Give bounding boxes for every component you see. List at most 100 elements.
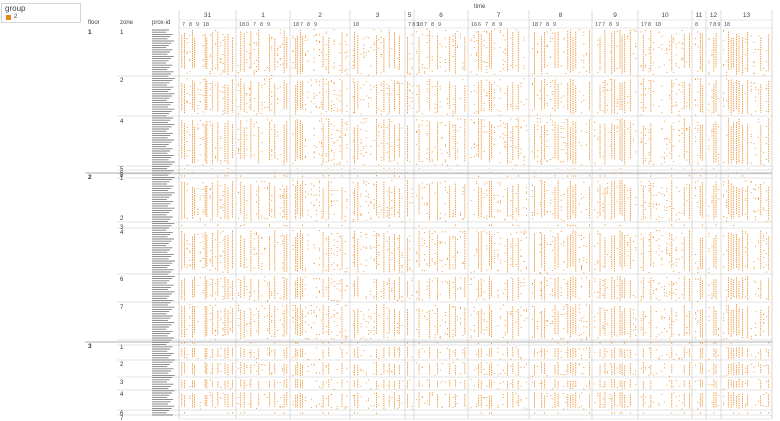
activity-mark [319, 290, 320, 292]
activity-mark [310, 216, 312, 218]
activity-mark [346, 147, 348, 149]
activity-mark [627, 189, 629, 191]
activity-mark [279, 45, 281, 47]
activity-mark [526, 98, 527, 100]
activity-mark [510, 264, 512, 266]
activity-mark [510, 243, 512, 245]
activity-mark [229, 327, 231, 329]
activity-mark [675, 293, 677, 295]
activity-mark [546, 210, 548, 212]
activity-mark [380, 159, 382, 161]
activity-mark [686, 151, 688, 153]
activity-mark [346, 267, 348, 269]
activity-mark [315, 199, 317, 201]
activity-mark [439, 182, 441, 184]
activity-mark [515, 105, 517, 107]
activity-mark [597, 139, 599, 141]
activity-mark [546, 392, 548, 394]
activity-mark [253, 70, 255, 72]
activity-mark [246, 94, 248, 96]
activity-mark [750, 85, 752, 87]
activity-mark [426, 281, 428, 283]
activity-mark [473, 37, 475, 39]
activity-mark [606, 351, 608, 353]
activity-mark [202, 79, 204, 81]
activity-mark [493, 257, 495, 259]
activity-mark [249, 94, 251, 96]
activity-mark [546, 211, 548, 213]
activity-mark [758, 198, 759, 200]
activity-mark [439, 88, 441, 90]
activity-mark [344, 240, 346, 242]
activity-mark [758, 288, 759, 289]
activity-mark [585, 385, 587, 387]
activity-mark [386, 113, 388, 115]
activity-mark [238, 308, 239, 309]
activity-mark [750, 181, 752, 183]
activity-mark [365, 234, 367, 236]
activity-mark [583, 388, 585, 390]
activity-mark [238, 113, 239, 115]
activity-mark [578, 203, 580, 205]
activity-mark [397, 327, 399, 329]
activity-mark [758, 362, 759, 364]
activity-mark [550, 29, 552, 31]
activity-mark [616, 126, 618, 128]
activity-mark [307, 313, 309, 315]
activity-mark [336, 334, 338, 336]
activity-mark [344, 220, 346, 221]
activity-mark [373, 231, 375, 232]
activity-mark [648, 239, 650, 240]
activity-mark [336, 325, 338, 327]
activity-mark [360, 153, 362, 155]
activity-mark [238, 72, 239, 73]
activity-mark [416, 31, 418, 33]
activity-mark [331, 190, 332, 191]
activity-mark [339, 100, 341, 102]
activity-mark [597, 242, 599, 244]
activity-mark [352, 49, 354, 51]
activity-mark [452, 305, 454, 307]
activity-mark [526, 317, 527, 319]
activity-mark [391, 180, 393, 182]
activity-mark [282, 313, 284, 315]
activity-mark [426, 184, 428, 186]
activity-mark [745, 372, 747, 374]
activity-mark [497, 182, 499, 184]
activity-mark [386, 209, 388, 211]
activity-mark [421, 245, 423, 247]
activity-mark [220, 45, 222, 47]
activity-mark [199, 199, 201, 201]
activity-mark [678, 212, 680, 213]
activity-mark [277, 98, 279, 100]
activity-mark [483, 45, 485, 47]
activity-mark [627, 332, 629, 334]
activity-mark [681, 256, 683, 258]
activity-mark [307, 50, 309, 52]
zone-label: 3 [120, 380, 124, 386]
activity-mark [697, 202, 699, 203]
activity-mark [648, 322, 650, 324]
activity-mark [539, 180, 541, 182]
activity-mark [640, 107, 642, 109]
activity-mark [765, 351, 767, 353]
activity-mark [563, 106, 565, 108]
activity-mark [563, 314, 565, 316]
activity-mark [346, 33, 348, 35]
activity-mark [360, 195, 362, 197]
activity-mark [675, 33, 677, 35]
activity-mark [616, 248, 618, 250]
activity-mark [310, 327, 312, 329]
activity-mark [444, 220, 446, 222]
activity-mark [373, 258, 375, 260]
activity-mark [675, 259, 677, 261]
activity-mark [202, 233, 204, 235]
activity-mark [339, 52, 341, 53]
activity-mark [331, 159, 332, 161]
activity-mark [678, 110, 680, 112]
activity-mark [476, 312, 478, 314]
activity-mark [279, 196, 281, 197]
activity-mark [401, 254, 403, 256]
activity-mark [550, 114, 552, 116]
activity-mark [370, 257, 372, 259]
